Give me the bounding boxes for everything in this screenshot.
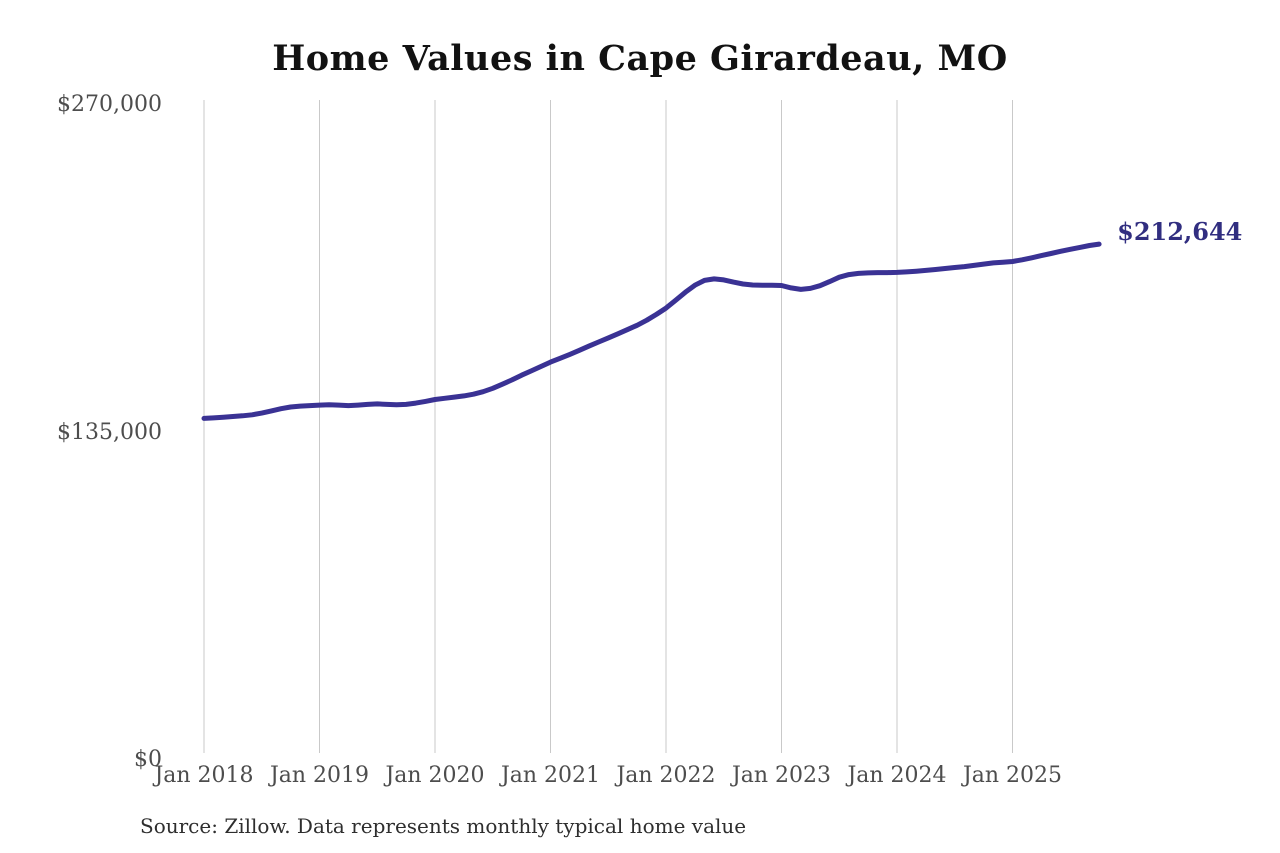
x-tick-jan-2020: Jan 2020: [385, 763, 485, 788]
x-tick-jan-2019: Jan 2019: [269, 763, 370, 788]
x-tick-jan-2021: Jan 2021: [500, 763, 601, 788]
x-tick-jan-2023: Jan 2023: [731, 763, 832, 788]
x-tick-jan-2025: Jan 2025: [962, 763, 1063, 788]
y-tick-135000: $135,000: [57, 420, 162, 445]
y-tick-0: $0: [134, 747, 162, 772]
y-tick-270000: $270,000: [57, 92, 162, 117]
chart-title: Home Values in Cape Girardeau, MO: [272, 38, 1008, 79]
latest-value-label: $212,644: [1117, 217, 1243, 247]
x-tick-jan-2018: Jan 2018: [154, 763, 254, 788]
year-gridlines: [203, 100, 1013, 753]
home-value-line: [201, 241, 1102, 421]
x-tick-jan-2022: Jan 2022: [616, 763, 716, 788]
x-tick-jan-2024: Jan 2024: [847, 763, 947, 788]
source-note: Source: Zillow. Data represents monthly …: [140, 814, 747, 838]
